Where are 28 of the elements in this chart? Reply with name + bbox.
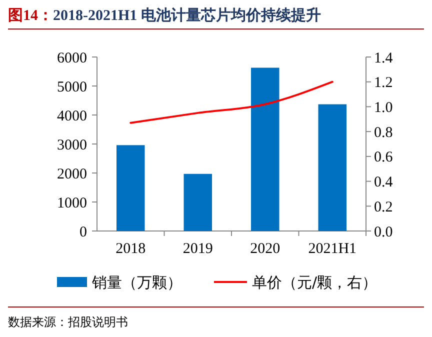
y-tick-label: 3000 [57, 137, 87, 154]
source-note: 数据来源：招股说明书 [8, 315, 128, 329]
legend-label: 销量（万颗） [91, 273, 182, 292]
bar [116, 145, 145, 231]
y2-tick-label: 0.4 [374, 174, 394, 191]
y2-tick-label: 0.0 [374, 224, 393, 240]
y-tick-label: 5000 [57, 79, 87, 96]
x-tick-label: 2018 [116, 241, 146, 257]
y2-tick-label: 1.0 [374, 100, 393, 116]
bar [318, 104, 346, 231]
y-tick-label: 2000 [57, 166, 87, 182]
x-tick-label: 2020 [250, 241, 280, 257]
line-series [130, 80, 334, 124]
bar [184, 174, 212, 231]
chart-title: 图14：2018-2021H1 电池计量芯片均价持续提升 [8, 7, 321, 24]
bar [251, 68, 280, 231]
x-tick-label: 2021H1 [308, 241, 357, 257]
y-tick-label: 4000 [57, 108, 87, 124]
x-tick-label: 2019 [182, 241, 213, 257]
legend-label: 单价（元/颗，右） [252, 273, 378, 292]
y2-tick-label: 0.8 [374, 124, 393, 141]
y2-tick-label: 1.4 [374, 50, 394, 66]
y2-tick-label: 0.6 [374, 150, 394, 166]
y-tick-label: 6000 [57, 50, 87, 66]
y-tick-label: 0 [80, 224, 87, 240]
y2-tick-label: 1.2 [374, 75, 393, 92]
y2-tick-label: 0.2 [374, 199, 393, 216]
y-tick-label: 1000 [57, 195, 87, 212]
